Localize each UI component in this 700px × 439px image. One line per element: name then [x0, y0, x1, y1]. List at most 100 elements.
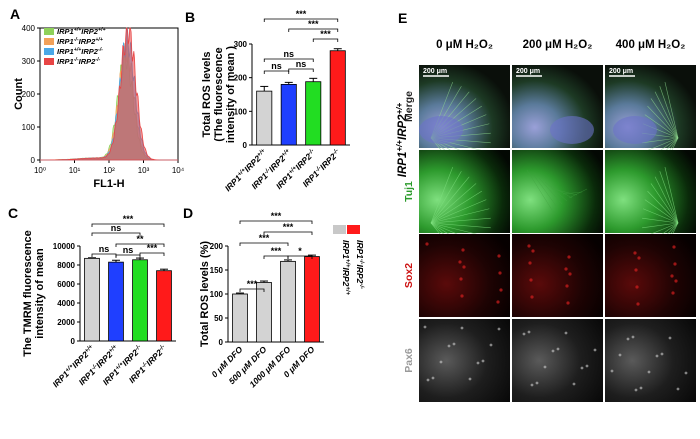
pax6-puncta	[426, 378, 430, 382]
significance-label: ***	[308, 19, 319, 29]
pax6-puncta	[497, 327, 501, 331]
sox2-puncta	[670, 274, 674, 278]
neurite-fiber	[568, 188, 588, 199]
significance-bracket	[139, 252, 165, 256]
pax6-puncta	[647, 370, 651, 374]
sox2-puncta	[425, 242, 429, 246]
neurite-fiber	[556, 189, 578, 196]
neurite-fiber	[538, 177, 563, 205]
significance-label: ns	[123, 245, 134, 255]
column-header: 0 μM H₂O₂	[436, 39, 493, 51]
category-label: IRP1+/+IRP2+/+	[50, 343, 96, 389]
pax6-puncta	[460, 326, 464, 330]
y-axis-label: Total ROS levels (%)	[199, 241, 211, 347]
significance-bracket	[115, 254, 141, 258]
significance-label: ***	[147, 243, 158, 253]
x-tick-label: 10⁰	[34, 166, 46, 175]
significance-label: ns	[271, 61, 282, 71]
bar	[108, 261, 124, 342]
neurite-fiber	[562, 191, 583, 195]
legend-label: IRP1-/-IRP2+/+	[57, 37, 103, 46]
significance-bracket	[263, 255, 289, 259]
neurite-fiber	[532, 173, 558, 208]
bar-chart-panel-c: 0 2000 4000 6000 8000 10000 The TMRM fluoresce…	[22, 214, 176, 389]
micrograph-image	[605, 319, 696, 402]
neurite-fiber	[664, 167, 679, 224]
row-label: Merge	[403, 91, 415, 122]
y-tick-label: 400	[22, 24, 36, 33]
sox2-puncta	[633, 251, 637, 255]
pax6-puncta	[564, 331, 568, 335]
bar-chart-panel-b: 0 100 200 300 Total ROS levels (The fluoresce…	[201, 9, 350, 193]
sox2-puncta	[565, 284, 569, 288]
y-tick-label: 50	[214, 314, 223, 323]
sox2-puncta	[567, 255, 571, 259]
neurite-fiber	[550, 185, 573, 199]
neurite-fiber	[526, 169, 553, 211]
significance-bracket	[263, 18, 339, 22]
significance-bracket	[239, 288, 265, 292]
bar	[84, 257, 100, 342]
sox2-puncta	[529, 278, 533, 282]
significance-bracket	[91, 232, 141, 236]
pax6-puncta	[639, 386, 643, 390]
microscopy-panel-e: 0 μM H₂O₂ 200 μM H₂O₂ 400 μM H₂O₂ IRP1+/+IR…	[395, 39, 696, 402]
micrograph-image	[512, 319, 603, 402]
pax6-puncta	[439, 360, 443, 364]
significance-label: ***	[247, 279, 258, 289]
y-tick-label: 8000	[57, 261, 75, 270]
y-axis-label: intensity of mean	[34, 248, 46, 339]
y-tick-label: 100	[234, 107, 248, 116]
neurite-fiber	[644, 199, 679, 224]
sox2-puncta	[498, 271, 502, 275]
legend-label: IRP1-/-IRP2-/-	[57, 57, 101, 66]
sox2-puncta	[568, 272, 572, 276]
neurite-fiber	[647, 190, 679, 224]
significance-label: ***	[123, 214, 134, 224]
x-tick-label: 10¹	[69, 166, 81, 175]
x-tick-label: 10⁴	[172, 166, 185, 175]
neurite-fiber	[642, 137, 679, 153]
neurite-fiber	[430, 222, 491, 229]
micrograph-image	[419, 234, 510, 317]
sox2-puncta	[462, 265, 466, 269]
sox2-puncta	[566, 301, 570, 305]
neurite-fiber	[659, 86, 679, 139]
neurite-fiber	[654, 176, 679, 224]
legend-swatch	[44, 58, 54, 65]
legend-label: IRP1+/+IRP2-/-	[57, 47, 103, 56]
sox2-puncta	[459, 277, 463, 281]
pax6-puncta	[551, 349, 555, 353]
bar	[156, 270, 172, 342]
y-tick-label: 200	[210, 242, 224, 251]
legend-swatch	[44, 38, 54, 45]
significance-label: ns	[296, 59, 307, 69]
y-tick-label: 300	[22, 57, 36, 66]
significance-bracket	[288, 68, 314, 72]
pax6-puncta	[631, 335, 635, 339]
neurite-fiber	[642, 217, 679, 224]
pax6-puncta	[593, 348, 597, 352]
neurite-fiber	[659, 171, 679, 224]
significance-label: ***	[271, 211, 282, 221]
y-tick-label: 0	[243, 141, 248, 150]
side-genotype-label: IRP1+/+IRP2+/+	[395, 102, 410, 177]
significance-label: ***	[259, 233, 270, 243]
significance-bracket	[239, 220, 313, 224]
pax6-puncta	[660, 352, 664, 356]
pax6-puncta	[468, 377, 472, 381]
significance-label: ***	[283, 222, 294, 232]
legend-label: IRP1-/-IRP2-/-	[355, 240, 365, 289]
pax6-puncta	[431, 376, 435, 380]
pax6-puncta	[668, 336, 672, 340]
neurite-fiber	[430, 217, 491, 224]
significance-label: **	[136, 234, 144, 244]
row-label: Tuj1	[403, 181, 415, 202]
y-tick-label: 100	[22, 123, 36, 132]
sox2-puncta	[637, 256, 641, 260]
bar	[256, 90, 273, 146]
bar	[280, 260, 296, 343]
scale-bar-label: 200 μm	[609, 68, 633, 75]
sox2-puncta	[527, 244, 531, 248]
